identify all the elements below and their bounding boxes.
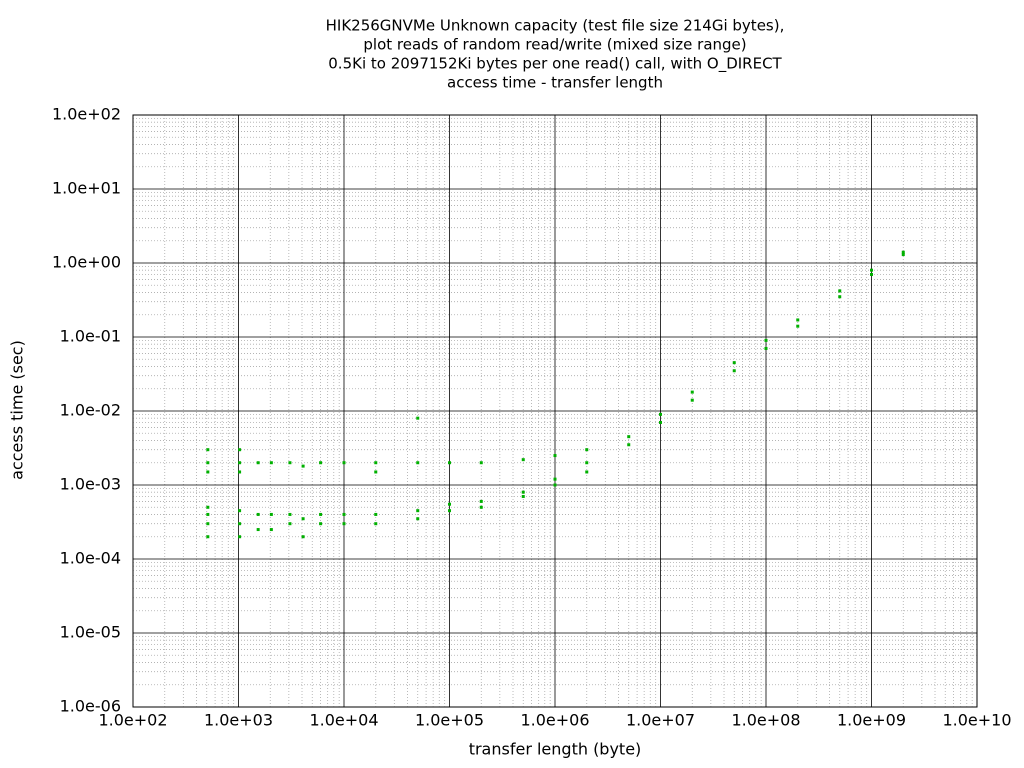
point bbox=[732, 369, 736, 373]
point bbox=[764, 338, 768, 342]
y-tick-label: 1.0e-01 bbox=[60, 327, 121, 346]
point bbox=[732, 361, 736, 365]
point bbox=[416, 509, 420, 513]
point bbox=[374, 522, 378, 526]
point bbox=[659, 420, 662, 424]
point bbox=[206, 470, 210, 474]
chart-title: access time - transfer length bbox=[447, 74, 663, 92]
point bbox=[374, 470, 378, 474]
chart-title: HIK256GNVMe Unknown capacity (test file … bbox=[326, 17, 785, 35]
point bbox=[256, 512, 260, 516]
x-tick-label: 1.0e+02 bbox=[98, 711, 167, 730]
chart-title: 0.5Ki to 2097152Ki bytes per one read() … bbox=[328, 55, 782, 74]
point bbox=[838, 289, 842, 293]
point bbox=[342, 461, 346, 465]
point bbox=[342, 522, 346, 526]
y-tick-label: 1.0e-04 bbox=[60, 549, 121, 568]
y-tick-label: 1.0e-06 bbox=[60, 697, 121, 716]
point bbox=[479, 499, 483, 503]
point bbox=[238, 522, 242, 526]
point bbox=[301, 517, 305, 521]
x-tick-label: 1.0e+09 bbox=[837, 711, 906, 730]
point bbox=[901, 253, 905, 257]
point bbox=[627, 443, 631, 447]
point bbox=[627, 435, 631, 439]
point bbox=[479, 505, 483, 509]
point bbox=[448, 502, 451, 506]
point bbox=[553, 454, 557, 458]
x-tick-label: 1.0e+05 bbox=[415, 711, 484, 730]
x-axis-label: transfer length (byte) bbox=[469, 740, 642, 759]
point bbox=[553, 483, 557, 487]
point bbox=[374, 512, 378, 516]
point bbox=[870, 272, 873, 276]
point bbox=[206, 505, 210, 509]
point bbox=[521, 494, 525, 498]
point bbox=[256, 528, 260, 532]
point bbox=[206, 461, 210, 465]
chart-title: plot reads of random read/write (mixed s… bbox=[363, 36, 746, 54]
point bbox=[796, 324, 800, 328]
point bbox=[870, 268, 873, 272]
x-tick-label: 1.0e+03 bbox=[204, 711, 273, 730]
point bbox=[838, 295, 842, 299]
point bbox=[448, 461, 451, 465]
point bbox=[206, 448, 210, 452]
point bbox=[585, 448, 589, 452]
point bbox=[448, 509, 451, 513]
point bbox=[238, 509, 242, 513]
point bbox=[256, 461, 260, 465]
point bbox=[238, 470, 242, 474]
point bbox=[796, 318, 800, 322]
point bbox=[553, 477, 557, 481]
point bbox=[416, 517, 420, 521]
point bbox=[301, 535, 305, 539]
y-tick-label: 1.0e+02 bbox=[52, 105, 121, 124]
point bbox=[238, 461, 242, 465]
point bbox=[416, 461, 420, 465]
x-tick-label: 1.0e+04 bbox=[309, 711, 378, 730]
point bbox=[301, 464, 305, 468]
point bbox=[319, 461, 323, 465]
y-tick-label: 1.0e+00 bbox=[52, 253, 121, 272]
point bbox=[269, 528, 273, 532]
y-axis-label: access time (sec) bbox=[8, 340, 27, 480]
point bbox=[288, 522, 292, 526]
point bbox=[288, 512, 292, 516]
point bbox=[269, 461, 273, 465]
x-tick-label: 1.0e+08 bbox=[731, 711, 800, 730]
point bbox=[238, 535, 242, 539]
point bbox=[521, 458, 525, 462]
point bbox=[659, 412, 662, 416]
point bbox=[319, 512, 323, 516]
point bbox=[585, 470, 589, 474]
point bbox=[764, 346, 768, 350]
point bbox=[585, 461, 589, 465]
x-tick-label: 1.0e+06 bbox=[520, 711, 589, 730]
point bbox=[206, 512, 210, 516]
point bbox=[479, 461, 483, 465]
point bbox=[269, 512, 273, 516]
y-tick-label: 1.0e-05 bbox=[60, 623, 121, 642]
point bbox=[690, 398, 694, 402]
point bbox=[901, 250, 905, 254]
y-tick-label: 1.0e-02 bbox=[60, 401, 121, 420]
point bbox=[319, 522, 323, 526]
x-tick-label: 1.0e+10 bbox=[942, 711, 1011, 730]
y-tick-label: 1.0e-03 bbox=[60, 475, 121, 494]
y-tick-label: 1.0e+01 bbox=[52, 179, 121, 198]
point bbox=[416, 416, 420, 420]
x-tick-label: 1.0e+07 bbox=[626, 711, 695, 730]
point bbox=[206, 535, 210, 539]
point bbox=[288, 461, 292, 465]
point bbox=[521, 490, 525, 494]
point bbox=[206, 522, 210, 526]
point bbox=[238, 448, 242, 452]
point bbox=[342, 512, 346, 516]
point bbox=[690, 390, 694, 394]
point bbox=[374, 461, 378, 465]
